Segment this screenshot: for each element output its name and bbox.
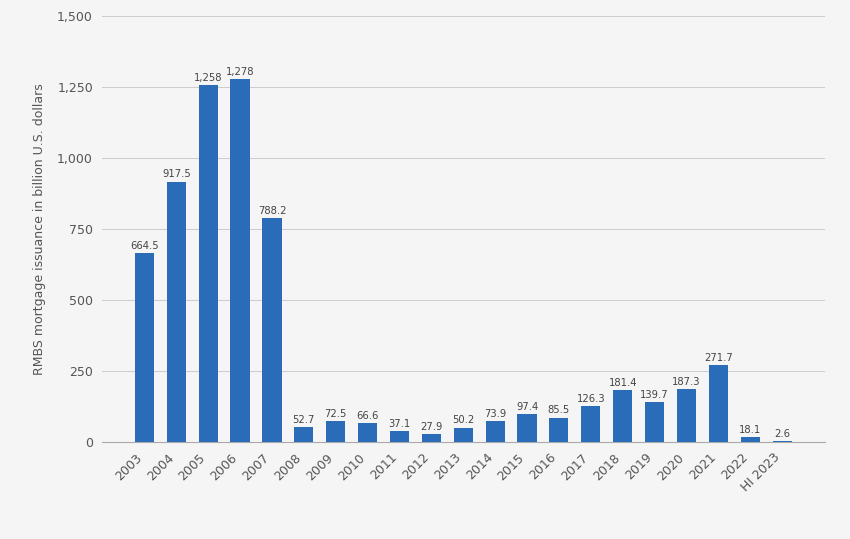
Text: 187.3: 187.3	[672, 377, 700, 386]
Text: 37.1: 37.1	[388, 419, 411, 429]
Text: 2.6: 2.6	[774, 429, 790, 439]
Text: 917.5: 917.5	[162, 169, 190, 179]
Bar	[485, 421, 505, 442]
Bar	[167, 182, 186, 442]
Bar	[263, 218, 281, 442]
Bar	[135, 253, 154, 442]
Bar	[581, 406, 600, 442]
Bar	[613, 390, 632, 442]
Text: 27.9: 27.9	[420, 422, 443, 432]
Bar	[422, 434, 441, 442]
Bar	[709, 365, 728, 442]
Text: 85.5: 85.5	[547, 405, 570, 416]
Bar	[390, 431, 409, 442]
Bar	[326, 421, 345, 442]
Text: 271.7: 271.7	[704, 353, 733, 363]
Text: 788.2: 788.2	[258, 206, 286, 216]
Bar	[294, 427, 314, 442]
Bar	[454, 428, 473, 442]
Text: 73.9: 73.9	[484, 409, 507, 419]
Y-axis label: RMBS mortgage issuance in billion U.S. dollars: RMBS mortgage issuance in billion U.S. d…	[33, 83, 46, 375]
Bar	[230, 79, 250, 442]
Text: 181.4: 181.4	[609, 378, 637, 388]
Text: 18.1: 18.1	[740, 425, 762, 434]
Bar	[518, 414, 536, 442]
Text: 72.5: 72.5	[325, 409, 347, 419]
Text: 1,278: 1,278	[226, 67, 254, 77]
Bar	[645, 402, 664, 442]
Text: 52.7: 52.7	[292, 414, 315, 425]
Bar	[773, 441, 791, 442]
Bar	[677, 389, 696, 442]
Bar	[740, 437, 760, 442]
Text: 664.5: 664.5	[130, 241, 159, 251]
Text: 97.4: 97.4	[516, 402, 538, 412]
Text: 139.7: 139.7	[640, 390, 669, 400]
Bar	[549, 418, 569, 442]
Text: 66.6: 66.6	[356, 411, 379, 421]
Bar	[358, 423, 377, 442]
Text: 1,258: 1,258	[194, 73, 223, 82]
Bar	[199, 85, 218, 442]
Text: 50.2: 50.2	[452, 416, 474, 425]
Text: 126.3: 126.3	[576, 394, 605, 404]
